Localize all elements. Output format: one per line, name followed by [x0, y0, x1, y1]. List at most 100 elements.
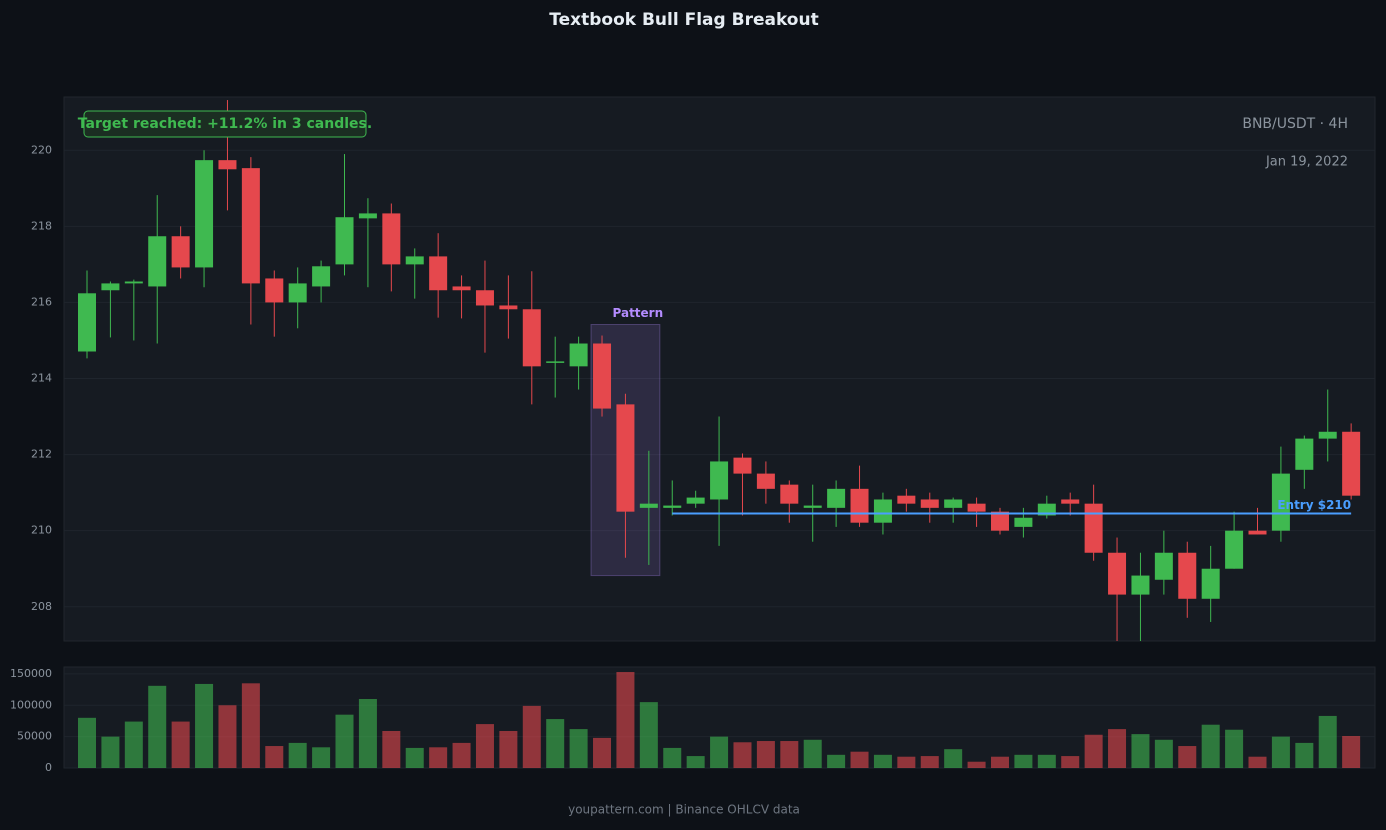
candle-body — [1295, 438, 1314, 470]
volume-bar — [756, 741, 775, 768]
candle-body — [1061, 499, 1080, 504]
candle-body — [1225, 530, 1244, 569]
pattern-label: Pattern — [613, 306, 664, 320]
volume-bar — [335, 714, 354, 768]
candle-body — [1201, 568, 1220, 599]
volume-bar — [873, 754, 892, 768]
candle-body — [171, 236, 190, 268]
annotation: Target reached: +11.2% in 3 candles. — [78, 116, 372, 132]
candle-body — [850, 488, 869, 523]
candle-body — [265, 278, 284, 303]
candle-body — [522, 309, 541, 367]
candle-body — [475, 290, 494, 306]
volume-bar — [148, 685, 167, 768]
volume-bar — [686, 756, 705, 768]
candle-body — [733, 457, 752, 474]
date: Jan 19, 2022 — [1265, 155, 1348, 170]
volume-bar — [639, 702, 658, 768]
volume-bar — [546, 719, 565, 768]
candle-body — [78, 293, 96, 352]
candle-body — [1108, 552, 1127, 595]
volume-bar — [897, 756, 916, 768]
volume-bar — [803, 739, 822, 768]
price-panel — [63, 96, 1376, 642]
volume-bar — [850, 751, 869, 768]
candle-body — [1342, 431, 1361, 496]
candle-body — [1014, 517, 1033, 527]
candle-body — [1084, 503, 1103, 553]
candle-body — [756, 473, 775, 489]
candle-body — [710, 461, 729, 500]
candle-body — [358, 213, 377, 219]
volume-bar — [967, 761, 986, 768]
volume-bar — [382, 730, 401, 768]
candle-body — [382, 213, 401, 265]
volume-bar — [124, 721, 143, 768]
candle-body — [195, 160, 214, 268]
candle-body — [616, 404, 635, 512]
candle-body — [1271, 473, 1290, 531]
volume-bar — [429, 747, 448, 768]
volume-bar — [1178, 746, 1197, 768]
volume-bar — [288, 742, 307, 768]
candle-body — [1318, 431, 1337, 439]
candle-body — [944, 499, 963, 508]
volume-bar — [499, 730, 518, 768]
volume-tick-label: 100000 — [10, 698, 52, 711]
candle-body — [569, 343, 588, 367]
volume-bar — [475, 724, 494, 768]
volume-bar — [1271, 736, 1290, 768]
volume-bar — [78, 717, 96, 768]
volume-bar — [990, 756, 1009, 768]
volume-bar — [616, 672, 635, 768]
candle-body — [218, 160, 237, 170]
volume-bar — [944, 749, 963, 768]
candle-body — [639, 503, 658, 508]
volume-bar — [920, 756, 939, 768]
y-tick-label: 208 — [31, 600, 52, 613]
volume-bar — [1248, 756, 1267, 768]
candle-body — [967, 503, 986, 512]
candle-body — [241, 168, 260, 284]
volume-tick-label: 0 — [45, 761, 52, 774]
candle-body — [803, 505, 822, 508]
volume-bar — [710, 736, 729, 768]
volume-bar — [827, 754, 846, 768]
candle-body — [429, 256, 448, 291]
chart-title: Textbook Bull Flag Breakout — [549, 10, 818, 30]
footer: youpattern.com | Binance OHLCV data — [568, 803, 800, 817]
candle-body — [101, 283, 120, 291]
symbol: BNB/USDT · 4H — [1242, 116, 1348, 132]
volume-bar — [312, 747, 331, 768]
candle-body — [593, 343, 612, 409]
volume-bar — [195, 683, 214, 768]
volume-bar — [1342, 736, 1361, 768]
candle-body — [873, 499, 892, 523]
y-tick-label: 216 — [31, 295, 52, 308]
volume-bar — [218, 705, 237, 768]
volume-bar — [663, 747, 682, 768]
candle-body — [1178, 552, 1197, 599]
volume-tick-label: 150000 — [10, 667, 52, 680]
candle-body — [405, 256, 424, 265]
candle-body — [335, 217, 354, 265]
volume-bar — [452, 742, 471, 768]
volume-bar — [733, 742, 752, 768]
candle-body — [920, 499, 939, 508]
volume-bar — [1318, 715, 1337, 768]
volume-bar — [522, 705, 541, 768]
volume-bar — [1225, 729, 1244, 768]
candle-body — [1248, 530, 1267, 535]
y-tick-label: 210 — [31, 524, 52, 537]
y-tick-label: 214 — [31, 372, 52, 385]
volume-bar — [1131, 734, 1150, 768]
y-tick-label: 212 — [31, 448, 52, 461]
y-tick-label: 218 — [31, 219, 52, 232]
volume-bar — [1061, 756, 1080, 768]
volume-bar — [405, 747, 424, 768]
volume-bar — [1037, 754, 1056, 768]
candle-body — [780, 484, 799, 504]
candle-body — [686, 497, 705, 504]
plot-layer: 208 210 212 214 216 218 220 0 50000 100000 150000 P… — [10, 100, 1375, 774]
